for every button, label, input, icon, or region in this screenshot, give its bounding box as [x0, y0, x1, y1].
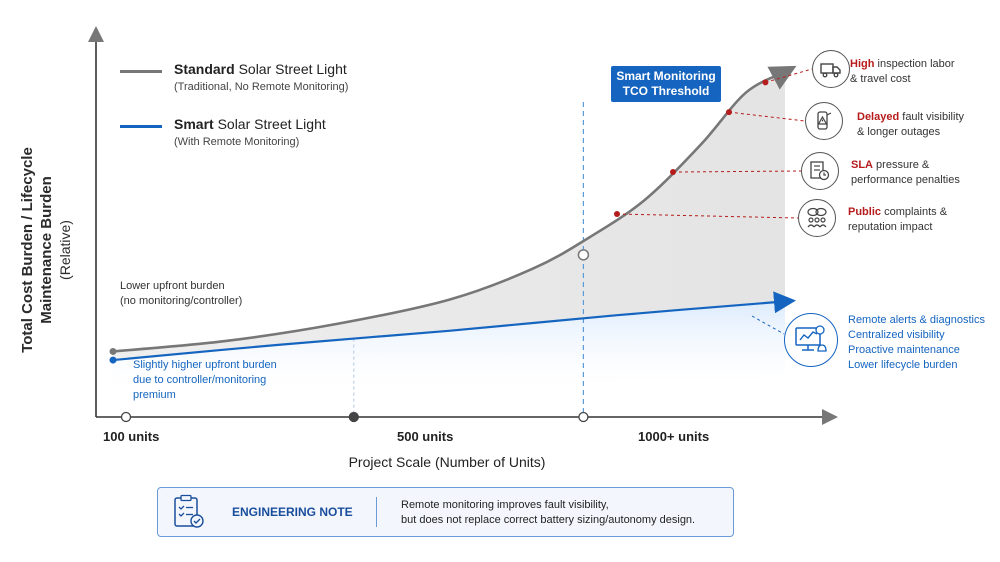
series-smart-line [112, 291, 796, 362]
threshold-label: Smart Monitoring TCO Threshold [611, 66, 721, 102]
x-tick-label: 500 units [397, 429, 454, 444]
clipboard-check-icon [174, 494, 204, 528]
impact-inspection: High inspection labor & travel cost [850, 58, 955, 85]
note-title: ENGINEERING NOTE [232, 505, 353, 519]
x-tick-marker [348, 411, 359, 423]
legend-name-standard: Standard Solar Street Light [174, 61, 347, 77]
checklist-clock-icon [801, 152, 839, 190]
legend-swatch-smart [120, 125, 162, 128]
people-chat-icon [798, 199, 836, 237]
x-tick-marker [578, 411, 589, 423]
standard-start-point [109, 347, 117, 355]
impact-connector [765, 68, 813, 83]
smart-start-point [109, 356, 117, 364]
x-tick-label: 1000+ units [638, 429, 710, 444]
smart-glow-area [113, 301, 785, 397]
impact-dot [614, 211, 620, 217]
impact-public: Public complaints & reputation impact [848, 206, 948, 233]
standard-start-annotation: Lower upfront burden (no monitoring/cont… [120, 280, 243, 307]
monitor-dashboard-icon [784, 313, 838, 367]
impact-sla: SLA pressure & performance penalties [851, 159, 960, 186]
impact-connector [728, 111, 806, 122]
impact-dot [762, 79, 769, 86]
legend-desc-smart: (With Remote Monitoring) [174, 136, 300, 148]
note-divider [376, 497, 377, 527]
benefits-connector [751, 315, 785, 335]
legend-name-smart: Smart Solar Street Light [174, 116, 326, 132]
impact-dot [670, 169, 676, 176]
truck-icon [812, 50, 850, 88]
engineering-note: ENGINEERING NOTE Remote monitoring impro… [157, 487, 734, 537]
note-text: Remote monitoring improves fault visibil… [401, 499, 696, 526]
alert-lamp-icon [805, 102, 843, 140]
series-standard-line [112, 65, 797, 353]
cost-gap-area [113, 72, 785, 361]
y-axis-label: Total Cost Burden / Lifecycle Maintenanc… [19, 147, 73, 353]
benefits-list: Remote alerts & diagnostics Centralized … [848, 314, 985, 371]
x-tick-label: 100 units [103, 429, 160, 444]
x-axis-label: Project Scale (Number of Units) [348, 454, 546, 470]
standard-highlight-point [577, 249, 590, 261]
impact-connector [616, 213, 799, 219]
legend-swatch-standard [120, 70, 162, 73]
smart-start-annotation: Slightly higher upfront burden due to co… [133, 359, 277, 401]
x-tick-marker [120, 411, 132, 423]
legend-desc-standard: (Traditional, No Remote Monitoring) [174, 81, 349, 93]
impact-fault-visibility: Delayed fault visibility & longer outage… [857, 111, 964, 138]
impact-dot [726, 109, 732, 116]
